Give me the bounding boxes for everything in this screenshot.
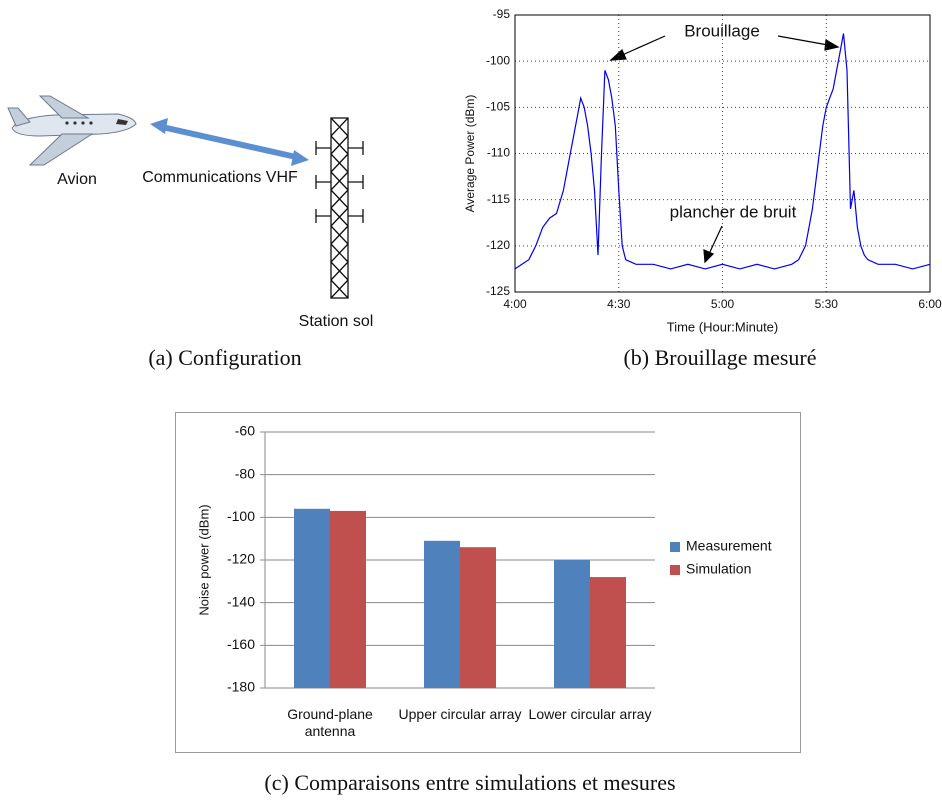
- y-tick-label: -115: [487, 192, 510, 206]
- y-tick-label: -95: [493, 7, 511, 21]
- x-axis-label: Time (Hour:Minute): [667, 319, 778, 334]
- bar: [294, 508, 330, 688]
- x-tick-label: Upper circular array: [398, 706, 522, 722]
- x-tick-label: Lower circular array: [528, 706, 652, 722]
- y-tick-label: -60: [235, 423, 255, 439]
- plot-frame: [514, 14, 931, 293]
- caption: (a) Configuration: [148, 345, 301, 370]
- x-tick-label: 4:30: [607, 297, 631, 311]
- bar: [330, 510, 366, 688]
- legend-label: Simulation: [686, 561, 751, 577]
- y-axis-label: Noise power (dBm): [196, 504, 211, 615]
- annotation-arrows: [609, 35, 840, 264]
- y-tick-label: -105: [486, 100, 510, 114]
- x-tick-label: 6:00: [918, 297, 942, 311]
- y-tick-label: -160: [227, 636, 255, 652]
- annotation: Brouillage: [684, 21, 760, 40]
- y-tick-label: -140: [227, 593, 255, 609]
- bar: [424, 540, 460, 688]
- x-tick-label: 5:00: [711, 297, 735, 311]
- tower-icon: [315, 117, 364, 299]
- y-tick-label: -110: [487, 146, 510, 160]
- legend-swatch: [670, 565, 680, 575]
- y-tick-label: -125: [486, 284, 510, 298]
- legend-swatch: [670, 542, 680, 552]
- diagram-label: Communications VHF: [142, 169, 298, 186]
- y-tick-label: -80: [235, 465, 255, 481]
- y-tick-label: -180: [227, 679, 255, 695]
- caption: (b) Brouillage mesuré: [623, 345, 816, 370]
- x-tick-label: 5:30: [815, 297, 839, 311]
- y-tick-label: -100: [227, 508, 255, 524]
- diagram-label: Station sol: [299, 313, 374, 330]
- bar: [590, 577, 626, 688]
- y-tick-label: -120: [486, 238, 510, 252]
- diagram-label: Avion: [57, 171, 97, 188]
- airplane-icon: [7, 95, 137, 166]
- chart-frame: [175, 412, 801, 753]
- legend-label: Measurement: [686, 538, 772, 554]
- y-tick-label: -100: [486, 53, 510, 67]
- x-tick-label: 4:00: [503, 297, 527, 311]
- x-tick-label: Ground-plane antenna: [287, 706, 373, 739]
- bar: [460, 547, 496, 688]
- caption: (c) Comparaisons entre simulations et me…: [264, 770, 675, 795]
- bar: [554, 560, 590, 688]
- y-tick-label: -120: [227, 551, 255, 567]
- annotation: plancher de bruit: [670, 202, 797, 221]
- y-axis-label: Average Power (dBm): [463, 95, 477, 213]
- link-arrow: [150, 118, 309, 166]
- data-line: [514, 33, 931, 270]
